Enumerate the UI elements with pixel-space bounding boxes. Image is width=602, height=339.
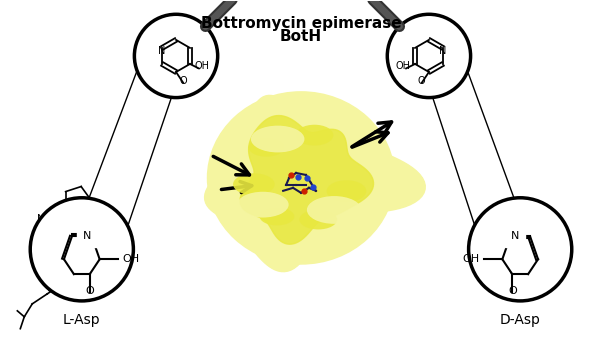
Circle shape <box>134 14 218 98</box>
Text: OH: OH <box>194 61 209 72</box>
Ellipse shape <box>327 180 366 202</box>
Text: D-Asp: D-Asp <box>500 313 541 327</box>
Text: L-Asp: L-Asp <box>63 313 101 327</box>
Ellipse shape <box>237 192 288 218</box>
Text: O: O <box>179 76 187 86</box>
Circle shape <box>30 198 134 301</box>
Text: O: O <box>68 210 76 220</box>
Text: OH: OH <box>122 254 140 264</box>
Text: O: O <box>508 286 517 296</box>
Ellipse shape <box>296 125 334 145</box>
Text: HN: HN <box>45 266 60 276</box>
Ellipse shape <box>233 173 275 195</box>
Text: OH: OH <box>396 61 411 72</box>
Text: N: N <box>158 46 166 56</box>
Text: N: N <box>439 46 447 56</box>
Text: N: N <box>78 263 85 273</box>
Text: N: N <box>511 232 520 241</box>
Circle shape <box>468 198 572 301</box>
Polygon shape <box>205 95 425 272</box>
Ellipse shape <box>259 207 294 225</box>
Text: O: O <box>418 76 426 86</box>
Text: O: O <box>46 284 54 294</box>
Ellipse shape <box>206 91 396 265</box>
Text: BotH: BotH <box>280 29 322 44</box>
Text: NH: NH <box>37 214 52 223</box>
Text: N: N <box>82 232 91 241</box>
Ellipse shape <box>249 138 284 157</box>
Text: Bottromycin epimerase: Bottromycin epimerase <box>200 16 402 31</box>
Text: OH: OH <box>462 254 480 264</box>
Text: O: O <box>85 286 94 296</box>
Text: NH: NH <box>95 210 109 220</box>
Circle shape <box>387 14 471 98</box>
Ellipse shape <box>299 210 337 230</box>
Ellipse shape <box>251 126 305 153</box>
Polygon shape <box>240 116 373 244</box>
Ellipse shape <box>307 196 361 224</box>
